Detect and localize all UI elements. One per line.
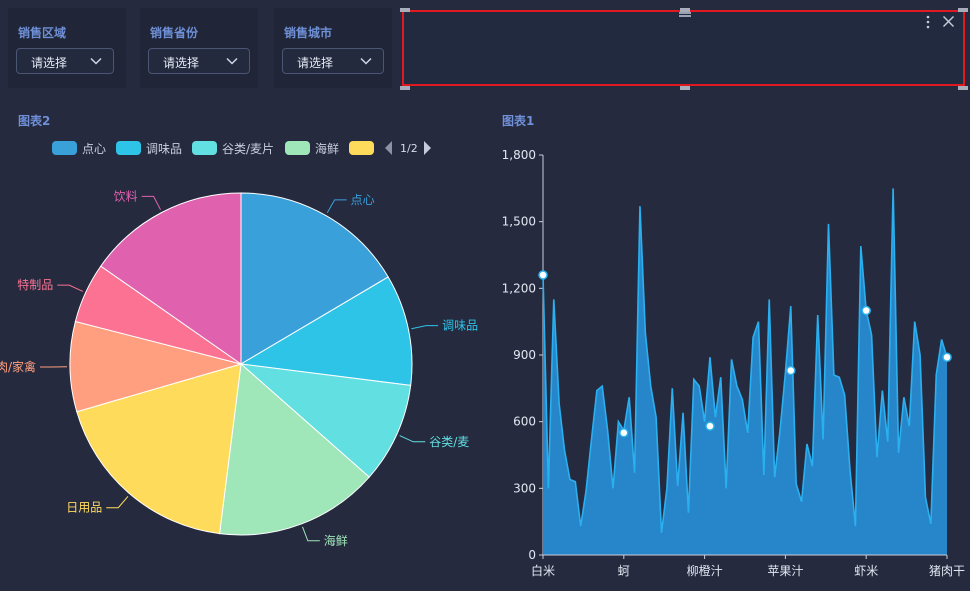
legend-item[interactable]: 调味品	[116, 141, 182, 156]
legend-page-indicator: 1/2	[400, 142, 418, 155]
province-select-value: 请选择	[163, 56, 200, 70]
pie-slice[interactable]	[240, 192, 389, 365]
province-select[interactable]: 请选择	[148, 48, 250, 74]
filter-region-label: 销售区域	[18, 26, 67, 40]
pie-slice[interactable]	[219, 363, 370, 536]
legend-item[interactable]	[349, 141, 374, 155]
pie-panel-title: 图表2	[18, 114, 51, 128]
pie-label-line	[141, 195, 161, 210]
legend-item[interactable]: 谷类/麦片	[192, 141, 274, 156]
filter-city: 销售城市 请选择	[274, 8, 392, 88]
pie-slice-label: 饮料	[114, 189, 138, 203]
legend-label: 谷类/麦片	[222, 142, 274, 156]
pie-label-line	[302, 526, 320, 542]
pie-slice[interactable]	[100, 192, 242, 365]
pie-slice[interactable]	[239, 276, 413, 386]
resize-handle[interactable]	[400, 8, 410, 12]
x-tick-label: 蚵	[618, 564, 630, 578]
x-tick-label: 猪肉干	[929, 564, 965, 578]
pie-label-line	[411, 325, 439, 330]
legend-label: 调味品	[146, 142, 182, 156]
legend-label: 海鲜	[315, 141, 339, 156]
pie-slice-label: 肉/家禽	[0, 359, 36, 374]
legend-label: 点心	[82, 142, 106, 156]
legend-next-icon[interactable]	[424, 141, 431, 155]
data-point-marker[interactable]	[942, 352, 952, 362]
pie-slice[interactable]	[69, 320, 243, 413]
y-tick-label: 0	[528, 548, 536, 562]
chevron-down-icon	[90, 57, 102, 65]
legend-item[interactable]: 海鲜	[285, 141, 339, 156]
line-panel-title: 图表1	[502, 114, 535, 128]
city-select[interactable]: 请选择	[282, 48, 384, 74]
legend-swatch	[349, 141, 374, 155]
y-tick-label: 1,500	[502, 215, 536, 229]
filter-city-label: 销售城市	[284, 26, 333, 40]
y-tick-label: 900	[513, 348, 536, 362]
pie-slice-label: 点心	[351, 193, 375, 207]
x-tick-label: 苹果汁	[767, 564, 803, 578]
legend-prev-icon[interactable]	[385, 141, 392, 155]
pie-legend: 点心 调味品 谷类/麦片 海鲜 1/2	[52, 141, 431, 156]
close-icon[interactable]	[942, 15, 955, 28]
filter-province: 销售省份 请选择	[140, 8, 258, 88]
resize-handle[interactable]	[680, 8, 690, 12]
legend-swatch	[116, 141, 141, 155]
city-select-value: 请选择	[297, 56, 334, 70]
chevron-down-icon	[226, 57, 238, 65]
y-tick-label: 1,200	[502, 281, 536, 295]
filter-region: 销售区域 请选择	[8, 8, 126, 88]
resize-handle[interactable]	[680, 86, 690, 90]
legend-item[interactable]: 点心	[52, 141, 106, 156]
area-chart: 0 300 600 900 1,200 1,500 1,800 白米 蚵 柳橙汁 苹果汁 虾米 猪肉干	[502, 148, 965, 578]
drag-handle-icon[interactable]	[679, 11, 691, 19]
more-options-icon[interactable]	[924, 15, 932, 29]
y-tick-label: 600	[513, 415, 536, 429]
pie-slice-label: 谷类/麦	[429, 435, 469, 449]
pie-slice[interactable]	[76, 363, 242, 535]
resize-handle[interactable]	[400, 86, 410, 90]
chevron-down-icon	[360, 57, 372, 65]
data-point-marker[interactable]	[619, 428, 629, 438]
data-point-marker[interactable]	[786, 365, 796, 376]
data-point-marker[interactable]	[861, 305, 871, 316]
x-tick-label: 白米	[531, 563, 555, 578]
data-point-marker[interactable]	[705, 421, 715, 431]
area-fill	[543, 188, 947, 556]
resize-handle[interactable]	[958, 8, 968, 12]
x-tick-label: 虾米	[854, 564, 878, 578]
filter-province-label: 销售省份	[150, 26, 199, 40]
pie-slice-label: 特制品	[17, 277, 53, 292]
selected-widget-frame[interactable]	[402, 10, 965, 86]
region-select-value: 请选择	[31, 56, 68, 70]
legend-swatch	[52, 141, 77, 155]
area-line	[542, 188, 948, 533]
data-point-marker[interactable]	[538, 270, 548, 280]
pie-slice-label: 调味品	[442, 319, 478, 333]
pie-label-line	[399, 435, 426, 443]
pie-label-line	[326, 199, 347, 214]
pie-slice-label: 日用品	[66, 501, 102, 515]
legend-swatch	[192, 141, 217, 155]
pie-slice[interactable]	[239, 363, 412, 478]
legend-swatch	[285, 141, 310, 155]
pie-label-line	[106, 495, 129, 509]
y-tick-label: 300	[513, 481, 536, 495]
y-tick-label: 1,800	[502, 148, 536, 162]
pie-slice-label: 海鲜	[324, 533, 348, 548]
resize-handle[interactable]	[958, 86, 968, 90]
x-tick-label: 柳橙汁	[687, 563, 723, 578]
region-select[interactable]: 请选择	[16, 48, 114, 74]
pie-label-line	[57, 284, 84, 292]
